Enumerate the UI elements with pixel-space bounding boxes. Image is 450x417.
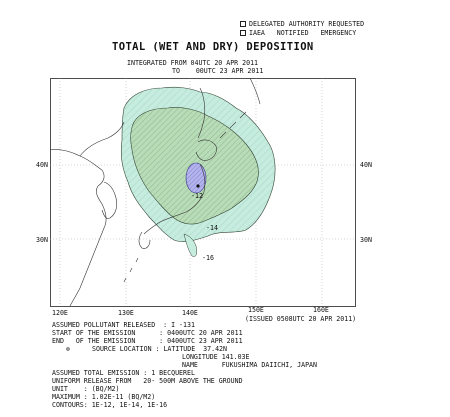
info-start: START OF THE EMISSION : 0400UTC 20 APR 2… (52, 329, 243, 337)
lon-label-160e: 160E (313, 306, 329, 314)
info-longitude: LONGITUDE 141.03E (182, 353, 250, 361)
lon-label-140e: 140E (182, 309, 198, 317)
iaea-notified-checkbox[interactable] (240, 30, 246, 36)
info-source: SOURCE LOCATION : LATITUDE 37.42N (92, 345, 227, 353)
coastlines (50, 78, 261, 307)
lat-label-40n-right: 40N (360, 161, 372, 169)
source-marker (196, 184, 200, 188)
delegated-authority-checkbox[interactable] (240, 21, 246, 27)
deposition-map (50, 78, 356, 307)
contour-label-12: -12 (191, 192, 203, 200)
lat-label-30n-right: 30N (360, 236, 372, 244)
issued-text: (ISSUED 0508UTC 20 APR 2011) (245, 315, 357, 323)
integrated-to-text: TO 00UTC 23 APR 2011 (172, 67, 264, 75)
lat-label-30n: 30N (36, 236, 48, 244)
contour-1e16-tail (183, 233, 198, 257)
contour-label-16: -16 (202, 254, 214, 262)
info-pollutant: ASSUMED POLLUTANT RELEASED : I -131 (52, 321, 195, 329)
source-symbol-icon: ⊚ (66, 345, 70, 353)
info-contours: CONTOURS: 1E-12, 1E-14, 1E-16 (52, 401, 168, 409)
lon-label-150e: 150E (248, 306, 264, 314)
lat-label-40n: 40N (36, 161, 48, 169)
contour-label-14: -14 (206, 224, 218, 232)
map-title: TOTAL (WET AND DRY) DEPOSITION (112, 41, 314, 53)
integrated-from-text: INTEGRATED FROM 04UTC 20 APR 2011 (127, 59, 259, 67)
iaea-notified-label: IAEA NOTIFIED EMERGENCY (249, 29, 357, 37)
delegated-authority-label: DELEGATED AUTHORITY REQUESTED (249, 20, 365, 28)
lon-label-130e: 130E (118, 309, 134, 317)
info-uniform-release: UNIFORM RELEASE FROM 20- 500M ABOVE THE … (52, 377, 243, 385)
info-total-emission: ASSUMED TOTAL EMISSION : 1 BECQUEREL (52, 369, 195, 377)
info-name: NAME FUKUSHIMA DAIICHI, JAPAN (182, 361, 317, 369)
info-end: END OF THE EMISSION : 0400UTC 23 APR 201… (52, 337, 243, 345)
info-unit: UNIT : (BQ/M2) (52, 385, 120, 393)
info-maximum: MAXIMUM : 1.02E-11 (BQ/M2) (52, 393, 156, 401)
lon-label-120e: 120E (52, 309, 68, 317)
